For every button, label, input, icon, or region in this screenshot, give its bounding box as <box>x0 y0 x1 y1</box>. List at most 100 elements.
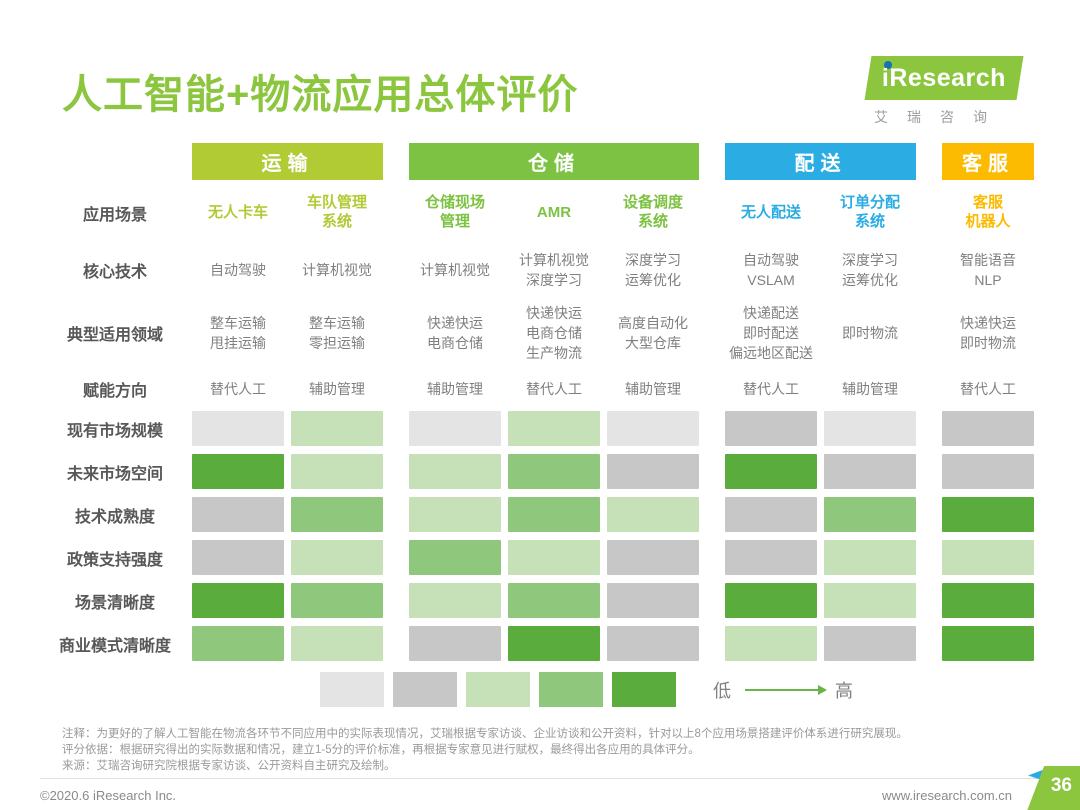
rating-cell <box>508 411 600 446</box>
rating-cell <box>409 540 501 575</box>
legend-swatches <box>320 672 685 707</box>
domain-cell: 快递快运 电商仓储 <box>427 314 483 351</box>
domain-cell: 快递快运 即时物流 <box>960 314 1016 351</box>
rating-cell <box>291 626 383 661</box>
rating-cell <box>942 540 1034 575</box>
group-header-warehousing: 仓储 <box>409 143 699 180</box>
rating-cell <box>409 583 501 618</box>
domain-cell: 快递快运 电商仓储 生产物流 <box>526 304 582 362</box>
rating-cell <box>607 583 699 618</box>
scene-cell: 客服 机器人 <box>965 194 1011 230</box>
rating-cell <box>607 411 699 446</box>
note-line-3: 来源：艾瑞咨询研究院根据专家访谈、公开资料自主研究及绘制。 <box>62 760 396 772</box>
legend-swatch <box>466 672 530 707</box>
rating-cell <box>725 626 817 661</box>
legend-swatch <box>393 672 457 707</box>
tech-cell: 自动驾驶 <box>210 261 266 278</box>
direction-cell: 辅助管理 <box>625 380 681 397</box>
rating-cell <box>291 411 383 446</box>
scene-cell: 订单分配 系统 <box>839 194 900 230</box>
rating-cell <box>942 626 1034 661</box>
rating-cell <box>607 454 699 489</box>
iresearch-logo: iResearch 艾瑞咨询 <box>864 56 1030 127</box>
rating-cell <box>508 626 600 661</box>
tech-cell: 计算机视觉 <box>420 261 490 278</box>
rating-cell <box>192 454 284 489</box>
rating-cell <box>824 497 916 532</box>
rating-cell <box>192 411 284 446</box>
direction-cell: 替代人工 <box>526 380 582 397</box>
tech-cell: 智能语音 NLP <box>960 251 1016 288</box>
rating-cell <box>725 454 817 489</box>
legend-swatch <box>539 672 603 707</box>
rating-cell <box>291 497 383 532</box>
direction-cell: 辅助管理 <box>309 380 365 397</box>
rating-cell <box>607 497 699 532</box>
direction-cell: 替代人工 <box>960 380 1016 397</box>
domain-cell: 即时物流 <box>842 324 898 341</box>
page-number-badge: 36 <box>1024 760 1080 810</box>
legend-low-label: 低 <box>713 680 731 701</box>
rating-cell <box>409 626 501 661</box>
rating-cell <box>824 626 916 661</box>
logo-wordmark: iResearch <box>881 63 1007 92</box>
rating-cell <box>824 540 916 575</box>
domain-cell: 整车运输 甩挂运输 <box>210 314 266 351</box>
note-line-1: 注释：为更好的了解人工智能在物流各环节不同应用中的实际表现情况，艾瑞根据专家访谈… <box>62 728 908 740</box>
footnotes: 注释：为更好的了解人工智能在物流各环节不同应用中的实际表现情况，艾瑞根据专家访谈… <box>62 726 1027 774</box>
scene-cell: 无人卡车 <box>207 203 268 221</box>
legend-arrow-icon <box>745 684 827 695</box>
evaluation-table: 运输 仓储 配送 客服 应用场景 无人卡车 车队管理 系统 仓储现场 管理 AMR 设备调度 系统… <box>45 143 1034 665</box>
rating-cell <box>725 583 817 618</box>
rating-cell <box>291 454 383 489</box>
row-label-direction: 赋能方向 <box>82 383 147 400</box>
website-url: www.iresearch.com.cn <box>881 788 1012 803</box>
rating-cell <box>607 540 699 575</box>
rating-cell <box>409 454 501 489</box>
row-label-rating: 未来市场空间 <box>66 465 163 483</box>
rating-cell <box>192 583 284 618</box>
domain-cell: 高度自动化 大型仓库 <box>618 314 688 351</box>
scene-cell: 车队管理 系统 <box>306 194 367 230</box>
tech-cell: 深度学习 运筹优化 <box>842 251 898 288</box>
rating-cell <box>725 540 817 575</box>
rating-cell <box>192 497 284 532</box>
rating-cell <box>291 583 383 618</box>
rating-cell <box>725 497 817 532</box>
row-label-rating: 现有市场规模 <box>66 422 163 440</box>
tech-cell: 自动驾驶 VSLAM <box>743 251 799 288</box>
group-header-transport: 运输 <box>192 143 383 180</box>
scene-cell: 无人配送 <box>740 203 801 221</box>
direction-cell: 辅助管理 <box>842 380 898 397</box>
page-title: 人工智能+物流应用总体评价 <box>62 73 579 117</box>
tech-cell: 计算机视觉 深度学习 <box>519 251 589 288</box>
row-label-rating: 场景清晰度 <box>74 594 155 612</box>
rating-cell <box>291 540 383 575</box>
domain-cell: 快递配送 即时配送 偏远地区配送 <box>729 304 813 362</box>
direction-cell: 替代人工 <box>210 380 266 397</box>
rating-cell <box>607 626 699 661</box>
note-line-2: 评分依据：根据研究得出的实际数据和情况，建立1-5分的评价标准，再根据专家意见进… <box>62 744 700 756</box>
rating-cell <box>942 454 1034 489</box>
rating-cell <box>725 411 817 446</box>
rating-cell <box>508 454 600 489</box>
legend-swatch <box>612 672 676 707</box>
rating-cell <box>942 497 1034 532</box>
scene-cell: 仓储现场 管理 <box>424 194 485 230</box>
direction-cell: 替代人工 <box>743 380 799 397</box>
rating-cell <box>824 454 916 489</box>
rating-cell <box>508 583 600 618</box>
page-number: 36 <box>1050 775 1072 796</box>
legend-high-label: 高 <box>835 680 853 701</box>
row-label-rating: 技术成熟度 <box>74 508 155 526</box>
rating-legend: 低 高 <box>320 672 853 707</box>
rating-cell <box>942 411 1034 446</box>
rating-cell <box>942 583 1034 618</box>
row-label-tech: 核心技术 <box>82 264 147 281</box>
scene-cell: AMR <box>536 203 572 221</box>
rating-cell <box>508 497 600 532</box>
rating-cell <box>409 497 501 532</box>
direction-cell: 辅助管理 <box>427 380 483 397</box>
domain-cell: 整车运输 零担运输 <box>309 314 365 351</box>
